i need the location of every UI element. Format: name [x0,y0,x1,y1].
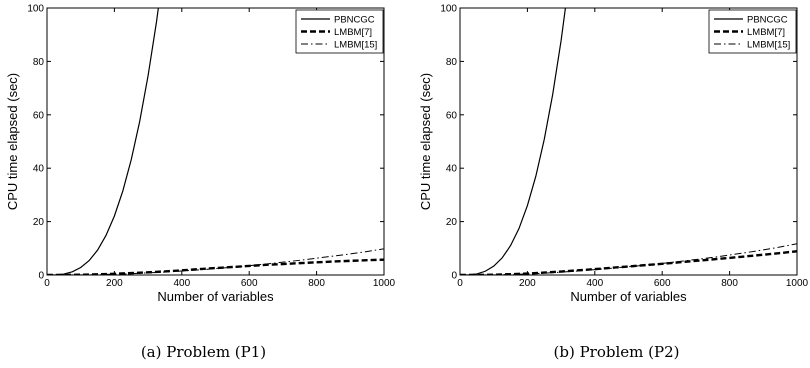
y-tick-label: 60 [446,110,458,121]
legend-label: LMBM[15] [747,40,790,51]
legend-label: PBNCGC [747,15,788,26]
y-tick-label: 100 [440,4,457,15]
series-line-pbncgc [460,8,567,275]
legend-label: LMBM[15] [334,40,377,51]
panel-p2: 0 200 400 600 800 1000 0 20 40 60 80 100 Number of v… [418,4,809,362]
y-tick-label: 0 [38,271,44,282]
legend-label: PBNCGC [334,15,375,26]
y-axis-label: CPU time elapsed (sec) [418,73,433,210]
series-line-lmbm-7- [460,250,797,275]
series-line-lmbm-15- [47,248,384,275]
x-tick-label: 400 [586,278,603,289]
x-tick-label: 1000 [786,278,809,289]
y-tick-label: 100 [27,4,44,15]
caption: (b) Problem (P2) [554,343,680,361]
series-lines [47,8,384,275]
caption: (a) Problem (P1) [141,343,266,361]
x-tick-label: 200 [519,278,536,289]
y-tick-label: 40 [446,164,458,175]
series-lines [460,8,797,275]
series-line-lmbm-15- [460,243,797,275]
legend-label: LMBM[7] [334,27,372,38]
y-tick-label: 80 [446,57,458,68]
panel-p1: 0 200 400 600 800 1000 0 20 40 60 80 100 Number of v… [5,4,396,362]
x-axis-label: Number of variables [570,289,687,304]
x-tick-label: 0 [44,278,50,289]
plot-frame [46,7,385,276]
y-tick-label: 20 [446,217,458,228]
x-tick-label: 800 [721,278,738,289]
legend-label: LMBM[7] [747,27,785,38]
y-tick-label: 80 [33,57,45,68]
legend-box [295,9,384,54]
y-tick-label: 20 [33,217,45,228]
y-tick-label: 60 [33,110,45,121]
plot-frame [459,7,798,276]
x-tick-label: 0 [457,278,463,289]
x-tick-label: 1000 [373,278,396,289]
x-axis-label: Number of variables [157,289,274,304]
x-tick-label: 600 [241,278,258,289]
x-tick-label: 600 [654,278,671,289]
y-axis-label: CPU time elapsed (sec) [5,73,20,210]
series-line-lmbm-7- [47,258,384,275]
x-tick-label: 200 [106,278,123,289]
y-tick-label: 0 [451,271,457,282]
x-tick-label: 400 [173,278,190,289]
x-tick-label: 800 [308,278,325,289]
y-tick-label: 40 [33,164,45,175]
series-line-pbncgc [47,8,159,275]
